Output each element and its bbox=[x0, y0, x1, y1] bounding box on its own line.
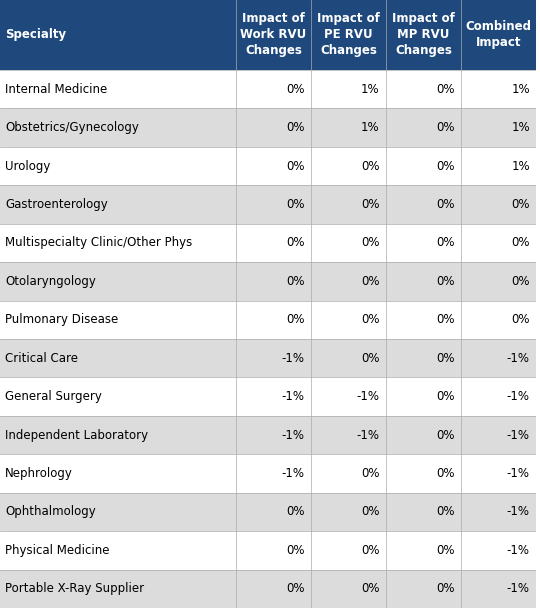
Bar bbox=[0, 108, 536, 147]
Text: 1%: 1% bbox=[511, 121, 530, 134]
Bar bbox=[0, 300, 536, 339]
Text: -1%: -1% bbox=[282, 429, 305, 441]
Text: 0%: 0% bbox=[436, 505, 455, 519]
Bar bbox=[0, 339, 536, 378]
Bar bbox=[0, 454, 536, 492]
Bar bbox=[0, 416, 536, 454]
Text: 0%: 0% bbox=[361, 159, 380, 173]
Text: Independent Laboratory: Independent Laboratory bbox=[5, 429, 148, 441]
Text: 0%: 0% bbox=[436, 351, 455, 365]
Bar bbox=[0, 531, 536, 570]
Bar bbox=[0, 262, 536, 300]
Text: Nephrology: Nephrology bbox=[5, 467, 73, 480]
Text: 0%: 0% bbox=[436, 582, 455, 595]
Text: 0%: 0% bbox=[361, 313, 380, 326]
Text: 1%: 1% bbox=[361, 83, 380, 95]
Text: Physical Medicine: Physical Medicine bbox=[5, 544, 110, 557]
Bar bbox=[0, 185, 536, 224]
Text: -1%: -1% bbox=[282, 390, 305, 403]
Text: Ophthalmology: Ophthalmology bbox=[5, 505, 96, 519]
Text: Pulmonary Disease: Pulmonary Disease bbox=[5, 313, 119, 326]
Text: 0%: 0% bbox=[436, 83, 455, 95]
Text: 0%: 0% bbox=[361, 582, 380, 595]
Text: 0%: 0% bbox=[361, 505, 380, 519]
Text: 0%: 0% bbox=[361, 237, 380, 249]
Text: General Surgery: General Surgery bbox=[5, 390, 102, 403]
Text: 0%: 0% bbox=[511, 313, 530, 326]
Text: Combined
Impact: Combined Impact bbox=[466, 21, 532, 49]
Text: 0%: 0% bbox=[286, 198, 305, 211]
Text: Obstetrics/Gynecology: Obstetrics/Gynecology bbox=[5, 121, 139, 134]
Bar bbox=[0, 0, 536, 70]
Bar bbox=[0, 378, 536, 416]
Text: 1%: 1% bbox=[511, 83, 530, 95]
Text: -1%: -1% bbox=[507, 544, 530, 557]
Text: Impact of
MP RVU
Changes: Impact of MP RVU Changes bbox=[392, 12, 455, 58]
Text: 0%: 0% bbox=[361, 198, 380, 211]
Text: 1%: 1% bbox=[361, 121, 380, 134]
Text: 0%: 0% bbox=[436, 544, 455, 557]
Text: Urology: Urology bbox=[5, 159, 51, 173]
Text: -1%: -1% bbox=[507, 429, 530, 441]
Bar bbox=[0, 70, 536, 108]
Bar bbox=[0, 570, 536, 608]
Text: 0%: 0% bbox=[286, 582, 305, 595]
Text: 0%: 0% bbox=[436, 237, 455, 249]
Text: -1%: -1% bbox=[507, 582, 530, 595]
Text: 0%: 0% bbox=[361, 275, 380, 288]
Text: 0%: 0% bbox=[286, 505, 305, 519]
Text: Internal Medicine: Internal Medicine bbox=[5, 83, 107, 95]
Text: 0%: 0% bbox=[286, 544, 305, 557]
Bar bbox=[0, 224, 536, 262]
Text: 0%: 0% bbox=[286, 237, 305, 249]
Bar bbox=[0, 492, 536, 531]
Text: 0%: 0% bbox=[286, 121, 305, 134]
Text: 0%: 0% bbox=[436, 467, 455, 480]
Text: 0%: 0% bbox=[436, 429, 455, 441]
Text: -1%: -1% bbox=[507, 505, 530, 519]
Text: -1%: -1% bbox=[357, 429, 380, 441]
Text: 0%: 0% bbox=[361, 467, 380, 480]
Text: 0%: 0% bbox=[511, 237, 530, 249]
Text: -1%: -1% bbox=[507, 351, 530, 365]
Text: 0%: 0% bbox=[436, 198, 455, 211]
Text: 0%: 0% bbox=[286, 275, 305, 288]
Text: 0%: 0% bbox=[436, 121, 455, 134]
Text: 0%: 0% bbox=[286, 83, 305, 95]
Text: -1%: -1% bbox=[507, 390, 530, 403]
Text: Impact of
Work RVU
Changes: Impact of Work RVU Changes bbox=[240, 12, 307, 58]
Bar bbox=[0, 147, 536, 185]
Text: Critical Care: Critical Care bbox=[5, 351, 78, 365]
Text: 0%: 0% bbox=[436, 275, 455, 288]
Text: 1%: 1% bbox=[511, 159, 530, 173]
Text: 0%: 0% bbox=[511, 275, 530, 288]
Text: -1%: -1% bbox=[357, 390, 380, 403]
Text: -1%: -1% bbox=[282, 351, 305, 365]
Text: 0%: 0% bbox=[436, 313, 455, 326]
Text: 0%: 0% bbox=[436, 390, 455, 403]
Text: Multispecialty Clinic/Other Phys: Multispecialty Clinic/Other Phys bbox=[5, 237, 193, 249]
Text: Impact of
PE RVU
Changes: Impact of PE RVU Changes bbox=[317, 12, 380, 58]
Text: 0%: 0% bbox=[361, 544, 380, 557]
Text: 0%: 0% bbox=[286, 313, 305, 326]
Text: 0%: 0% bbox=[511, 198, 530, 211]
Text: Gastroenterology: Gastroenterology bbox=[5, 198, 108, 211]
Text: 0%: 0% bbox=[436, 159, 455, 173]
Text: 0%: 0% bbox=[286, 159, 305, 173]
Text: Otolaryngology: Otolaryngology bbox=[5, 275, 96, 288]
Text: 0%: 0% bbox=[361, 351, 380, 365]
Text: Specialty: Specialty bbox=[5, 29, 66, 41]
Text: -1%: -1% bbox=[507, 467, 530, 480]
Text: -1%: -1% bbox=[282, 467, 305, 480]
Text: Portable X-Ray Supplier: Portable X-Ray Supplier bbox=[5, 582, 145, 595]
